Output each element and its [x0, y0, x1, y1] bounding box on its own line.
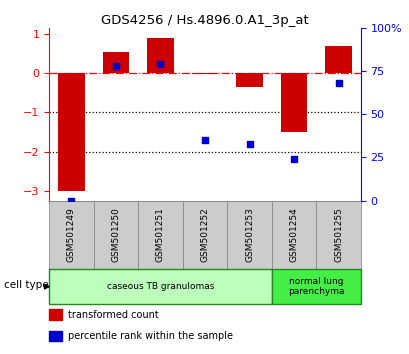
- Bar: [58, 73, 85, 191]
- Text: GSM501252: GSM501252: [200, 207, 209, 262]
- Bar: [191, 73, 218, 74]
- Text: GSM501251: GSM501251: [155, 207, 164, 262]
- Text: GSM501255: GSM501255: [333, 207, 342, 262]
- Bar: [236, 73, 262, 87]
- Text: GSM501254: GSM501254: [289, 207, 298, 262]
- Bar: [102, 52, 129, 73]
- FancyBboxPatch shape: [271, 200, 315, 269]
- Bar: [280, 73, 307, 132]
- Point: [68, 198, 74, 203]
- Title: GDS4256 / Hs.4896.0.A1_3p_at: GDS4256 / Hs.4896.0.A1_3p_at: [101, 14, 308, 27]
- Bar: [49, 309, 61, 320]
- FancyBboxPatch shape: [49, 200, 94, 269]
- Point: [246, 141, 252, 147]
- Text: transformed count: transformed count: [68, 310, 158, 320]
- FancyBboxPatch shape: [182, 200, 227, 269]
- FancyBboxPatch shape: [94, 200, 138, 269]
- Point: [112, 63, 119, 69]
- Point: [290, 156, 297, 162]
- Point: [201, 137, 208, 143]
- Point: [157, 62, 163, 67]
- FancyBboxPatch shape: [227, 200, 271, 269]
- Text: GSM501250: GSM501250: [111, 207, 120, 262]
- FancyBboxPatch shape: [49, 269, 271, 304]
- Text: cell type: cell type: [4, 280, 49, 290]
- FancyBboxPatch shape: [271, 269, 360, 304]
- FancyBboxPatch shape: [138, 200, 182, 269]
- Text: percentile rank within the sample: percentile rank within the sample: [68, 331, 232, 341]
- Bar: [324, 46, 351, 73]
- Text: normal lung
parenchyma: normal lung parenchyma: [288, 277, 344, 296]
- Text: GSM501253: GSM501253: [245, 207, 254, 262]
- FancyBboxPatch shape: [315, 200, 360, 269]
- Point: [335, 81, 341, 86]
- Text: caseous TB granulomas: caseous TB granulomas: [106, 282, 213, 291]
- Bar: [49, 331, 61, 341]
- Text: GSM501249: GSM501249: [67, 207, 76, 262]
- Bar: [147, 38, 173, 73]
